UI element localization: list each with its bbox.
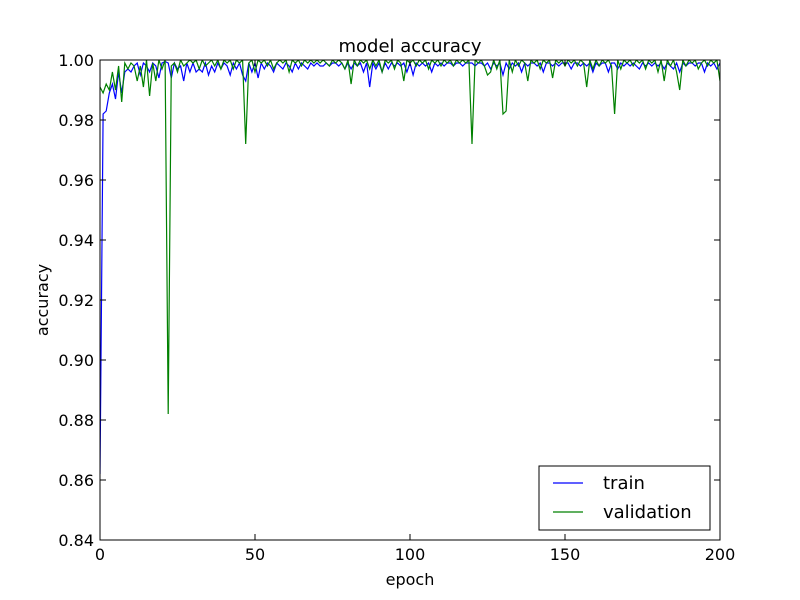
x-tick-label: 50: [245, 545, 265, 564]
y-axis: 0.84 0.86 0.88 0.90 0.92 0.94 0.96 0.98 1.00: [58, 51, 720, 550]
legend-label-train: train: [603, 473, 645, 494]
y-tick-label: 0.84: [58, 531, 94, 550]
y-tick-label: 1.00: [58, 51, 94, 70]
y-tick-label: 0.94: [58, 231, 94, 250]
y-tick-label: 0.96: [58, 171, 94, 190]
y-tick-label: 0.90: [58, 351, 94, 370]
y-tick-label: 0.92: [58, 291, 94, 310]
y-axis-label: accuracy: [33, 264, 52, 336]
x-tick-label: 0: [95, 545, 105, 564]
x-axis-label: epoch: [386, 570, 435, 589]
x-tick-label: 100: [395, 545, 426, 564]
y-tick-label: 0.86: [58, 471, 94, 490]
legend-label-validation: validation: [603, 502, 692, 523]
y-tick-label: 0.88: [58, 411, 94, 430]
chart-title: model accuracy: [339, 36, 482, 57]
legend-box: [538, 465, 711, 531]
x-axis: 0 50 100 150 200: [95, 60, 735, 564]
x-tick-label: 150: [550, 545, 581, 564]
x-tick-label: 200: [705, 545, 736, 564]
y-tick-label: 0.98: [58, 111, 94, 130]
legend: train validation: [538, 465, 711, 531]
